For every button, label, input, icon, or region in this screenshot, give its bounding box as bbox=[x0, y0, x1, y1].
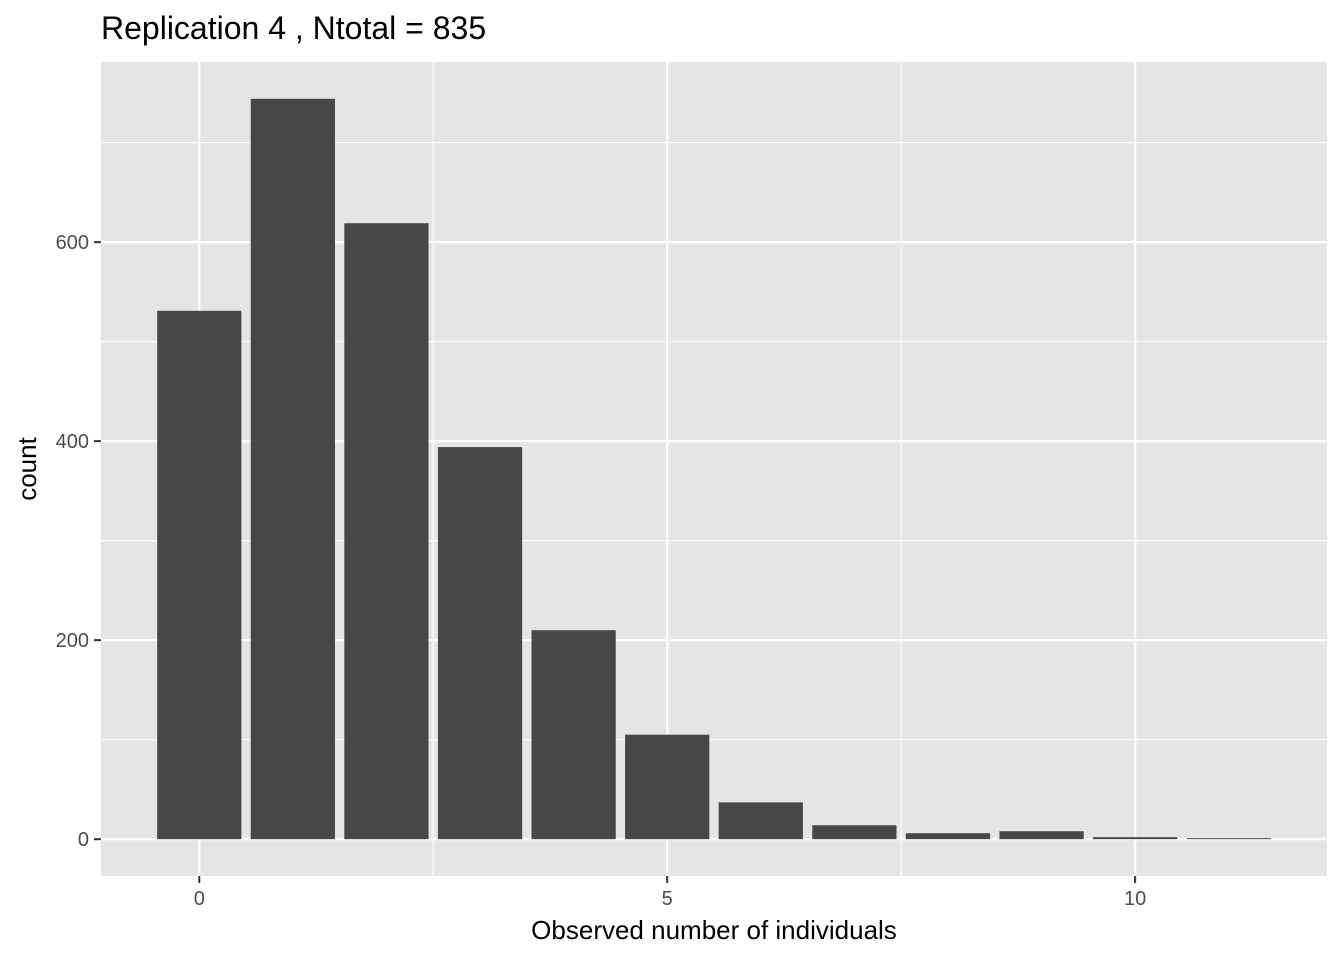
bar-3 bbox=[437, 447, 523, 840]
bar-10 bbox=[1093, 837, 1178, 840]
bar-11 bbox=[1186, 838, 1271, 840]
bar-4 bbox=[531, 630, 616, 840]
bar-6 bbox=[718, 802, 803, 840]
bar-7 bbox=[812, 825, 897, 840]
x-axis-title: Observed number of individuals bbox=[531, 915, 897, 945]
chart-title: Replication 4 , Ntotal = 835 bbox=[101, 10, 486, 46]
y-tick-label-1: 200 bbox=[56, 630, 89, 652]
x-axis: 0 5 10 bbox=[194, 876, 1146, 910]
x-tick-label-1: 5 bbox=[662, 888, 673, 910]
y-tick-label-0: 0 bbox=[78, 829, 89, 851]
bar-9 bbox=[999, 831, 1084, 840]
y-tick-label-2: 400 bbox=[56, 431, 89, 453]
bar-0 bbox=[157, 310, 242, 840]
x-tick-label-2: 10 bbox=[1124, 888, 1146, 910]
bars bbox=[157, 98, 1271, 840]
y-axis-title: count bbox=[12, 436, 42, 500]
bar-5 bbox=[625, 734, 710, 840]
x-tick-label-0: 0 bbox=[194, 888, 205, 910]
y-tick-label-3: 600 bbox=[56, 232, 89, 254]
bar-8 bbox=[905, 833, 991, 840]
bar-1 bbox=[250, 98, 335, 840]
y-axis: 0 200 400 600 bbox=[56, 232, 101, 851]
bar-2 bbox=[344, 223, 429, 840]
